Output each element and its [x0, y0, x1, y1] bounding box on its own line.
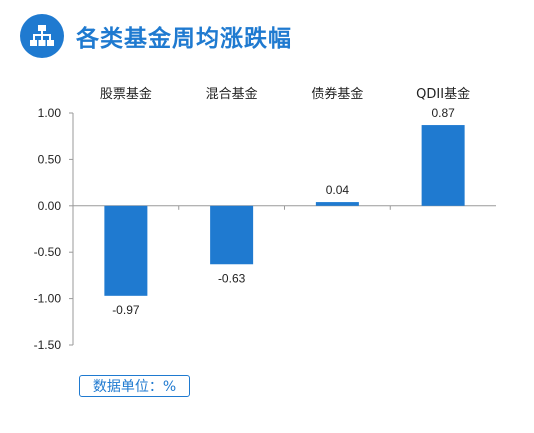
- y-tick-label: -1.00: [34, 292, 62, 306]
- category-label: QDII基金: [416, 86, 470, 102]
- category-label: 混合基金: [206, 86, 258, 102]
- y-tick-label: -0.50: [34, 245, 62, 259]
- category-label: 股票基金: [100, 86, 152, 102]
- bar: [210, 205, 254, 265]
- category-label: 债券基金: [311, 86, 363, 102]
- bar: [421, 125, 465, 206]
- hierarchy-icon: [20, 14, 64, 58]
- y-tick-label: 0.50: [38, 152, 62, 166]
- bar: [315, 202, 359, 206]
- value-label: 0.04: [326, 183, 350, 197]
- y-tick-label: 0.00: [38, 199, 62, 213]
- bar: [104, 205, 148, 296]
- chart-header: 各类基金周均涨跌幅: [20, 14, 292, 58]
- value-label: -0.63: [218, 271, 246, 285]
- y-tick-label: -1.50: [34, 338, 62, 352]
- unit-note: 数据单位：%: [79, 375, 190, 397]
- value-label: 0.87: [431, 106, 455, 120]
- chart-title: 各类基金周均涨跌幅: [76, 26, 292, 52]
- y-tick-label: 1.00: [38, 106, 62, 120]
- value-label: -0.97: [112, 303, 140, 317]
